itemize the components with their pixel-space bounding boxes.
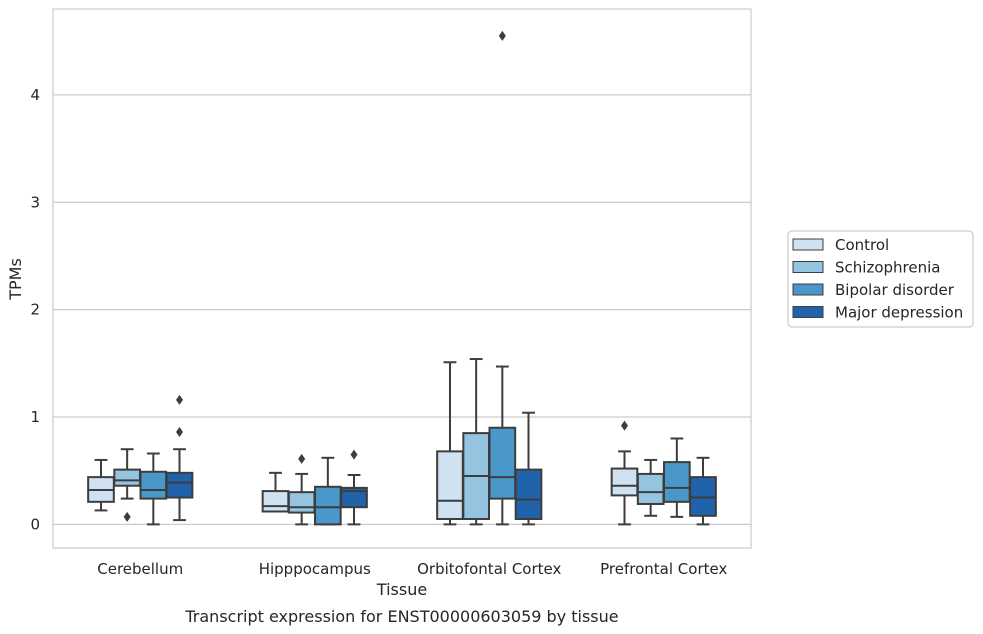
y-tick-label: 2 [30,301,40,319]
iqr-box [314,485,342,526]
iqr-box [165,471,194,499]
outlier-point [298,453,306,464]
iqr-box [663,461,691,503]
legend-swatch [792,306,824,318]
box-bipolar-disorder [139,452,168,526]
y-axis-title: TPMs [6,258,25,301]
iqr-box [287,491,316,514]
legend-frame [787,230,974,328]
iqr-box [340,486,368,509]
x-tick-label: Hipppocampus [259,560,371,578]
x-tick-label: Cerebellum [97,560,183,578]
iqr-box [113,468,141,487]
legend-swatch [792,238,824,251]
iqr-box [514,468,543,521]
box-schizophrenia [462,358,490,526]
box-major-depression [165,394,194,522]
box-control [610,420,639,526]
legend-label: Bipolar disorder [835,281,955,299]
outlier-point [176,394,184,405]
outlier-point [620,420,628,431]
box-bipolar-disorder [488,30,517,526]
iqr-box [261,490,290,513]
iqr-box [689,476,717,517]
x-tick-label: Orbitofontal Cortex [417,560,561,578]
box-bipolar-disorder [663,437,691,518]
iqr-box [636,472,665,505]
legend-label: Control [835,236,889,254]
y-tick-labels: 0 1 2 3 4 [30,86,40,533]
y-tick-label: 3 [30,193,40,211]
chart-caption: Transcript expression for ENST0000060305… [184,607,618,626]
iqr-box [139,470,168,500]
legend-label: Schizophrenia [835,259,940,277]
legend: Control Schizophrenia Bipolar disorder Majo… [787,230,974,328]
box-major-depression [340,449,368,526]
iqr-box [610,467,639,497]
box-groups [87,30,717,526]
outlier-point [123,511,131,522]
y-tick-label: 0 [30,515,40,533]
outlier-point [176,427,184,438]
legend-swatch [792,261,824,273]
y-tick-label: 1 [30,408,40,426]
x-tick-labels: Cerebellum Hipppocampus Orbitofontal Corte… [97,560,727,578]
legend-swatch [792,283,824,296]
y-tick-label: 4 [30,86,40,104]
plot-frame [52,8,752,549]
legend-label: Major depression [835,304,963,322]
outlier-point [350,449,358,460]
iqr-box [436,450,464,521]
box-major-depression [514,411,543,526]
gridlines [53,94,751,526]
box-schizophrenia [113,448,141,522]
box-control [87,458,115,512]
iqr-box [488,426,517,500]
outlier-point [498,30,506,41]
box-control [261,471,290,513]
box-major-depression [689,456,717,526]
x-tick-label: Prefrontal Cortex [600,560,727,578]
x-axis-title: Tissue [376,580,427,599]
plot-background [53,9,751,548]
